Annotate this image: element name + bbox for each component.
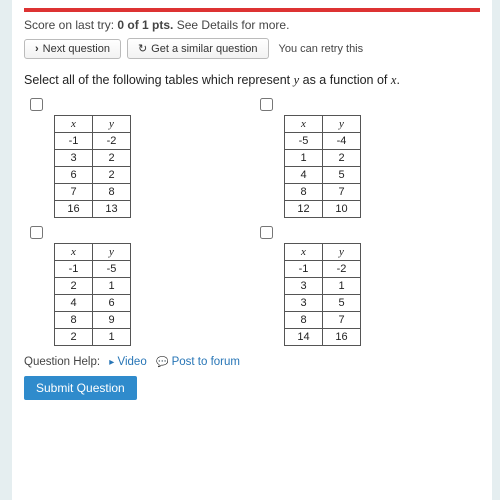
- table-row: 89: [55, 312, 131, 329]
- score-value: 0 of 1 pts.: [117, 18, 173, 32]
- similar-question-label: Get a similar question: [151, 43, 257, 55]
- chevron-right-icon: ›: [35, 43, 39, 55]
- table-2: xy -5-4 12 45 87 1210: [284, 115, 361, 218]
- help-label: Question Help:: [24, 356, 100, 368]
- table-row: 1210: [285, 201, 361, 218]
- col-y: y: [93, 244, 131, 261]
- table-row: -1-5: [55, 261, 131, 278]
- table-row: 1613: [55, 201, 131, 218]
- table-row: 62: [55, 167, 131, 184]
- question-prompt: Select all of the following tables which…: [24, 73, 480, 88]
- submit-button[interactable]: Submit Question: [24, 376, 137, 400]
- option-3-checkbox[interactable]: [30, 226, 43, 239]
- question-help: Question Help: ▸ Video 💬 Post to forum: [24, 356, 480, 368]
- table-row: -1-2: [55, 133, 131, 150]
- table-row: 21: [55, 329, 131, 346]
- table-1: xy -1-2 32 62 78 1613: [54, 115, 131, 218]
- option-2: xy -5-4 12 45 87 1210: [254, 98, 454, 218]
- table-row: -1-2: [285, 261, 361, 278]
- option-2-checkbox[interactable]: [260, 98, 273, 111]
- prompt-after: .: [396, 73, 399, 87]
- table-row: 32: [55, 150, 131, 167]
- table-3: xy -1-5 21 46 89 21: [54, 243, 131, 346]
- next-question-button[interactable]: › Next question: [24, 39, 121, 59]
- retry-text: You can retry this: [275, 43, 364, 55]
- refresh-icon: ↻: [138, 42, 147, 55]
- table-row: 21: [55, 278, 131, 295]
- col-y: y: [323, 244, 361, 261]
- video-label: Video: [118, 356, 147, 368]
- table-row: 1416: [285, 329, 361, 346]
- col-x: x: [285, 244, 323, 261]
- score-suffix: See Details for more.: [173, 18, 289, 32]
- option-1-checkbox[interactable]: [30, 98, 43, 111]
- video-link[interactable]: ▸ Video: [109, 356, 146, 368]
- video-icon: ▸: [109, 357, 114, 368]
- table-row: 12: [285, 150, 361, 167]
- table-row: 87: [285, 184, 361, 201]
- forum-link[interactable]: 💬 Post to forum: [156, 356, 240, 368]
- col-x: x: [55, 244, 93, 261]
- option-4-checkbox[interactable]: [260, 226, 273, 239]
- next-question-label: Next question: [43, 43, 110, 55]
- score-prefix: Score on last try:: [24, 18, 117, 32]
- option-4: xy -1-2 31 35 87 1416: [254, 226, 454, 346]
- table-row: 35: [285, 295, 361, 312]
- submit-label: Submit Question: [36, 381, 125, 395]
- tables-grid: xy -1-2 32 62 78 1613 xy -5-4 12 45 87 1…: [24, 98, 454, 346]
- col-x: x: [55, 116, 93, 133]
- option-1: xy -1-2 32 62 78 1613: [24, 98, 224, 218]
- prompt-mid: as a function of: [299, 73, 391, 87]
- col-y: y: [323, 116, 361, 133]
- table-row: 78: [55, 184, 131, 201]
- table-row: 45: [285, 167, 361, 184]
- prompt-before: Select all of the following tables which…: [24, 73, 294, 87]
- table-row: -5-4: [285, 133, 361, 150]
- similar-question-button[interactable]: ↻ Get a similar question: [127, 38, 269, 59]
- col-y: y: [93, 116, 131, 133]
- button-row: › Next question ↻ Get a similar question…: [24, 38, 480, 59]
- table-row: 87: [285, 312, 361, 329]
- table-row: 46: [55, 295, 131, 312]
- table-4: xy -1-2 31 35 87 1416: [284, 243, 361, 346]
- score-bar: Score on last try: 0 of 1 pts. See Detai…: [24, 8, 480, 59]
- chat-icon: 💬: [156, 357, 168, 368]
- question-card: Score on last try: 0 of 1 pts. See Detai…: [12, 0, 492, 500]
- col-x: x: [285, 116, 323, 133]
- table-row: 31: [285, 278, 361, 295]
- score-line: Score on last try: 0 of 1 pts. See Detai…: [24, 18, 480, 32]
- forum-label: Post to forum: [172, 356, 240, 368]
- option-3: xy -1-5 21 46 89 21: [24, 226, 224, 346]
